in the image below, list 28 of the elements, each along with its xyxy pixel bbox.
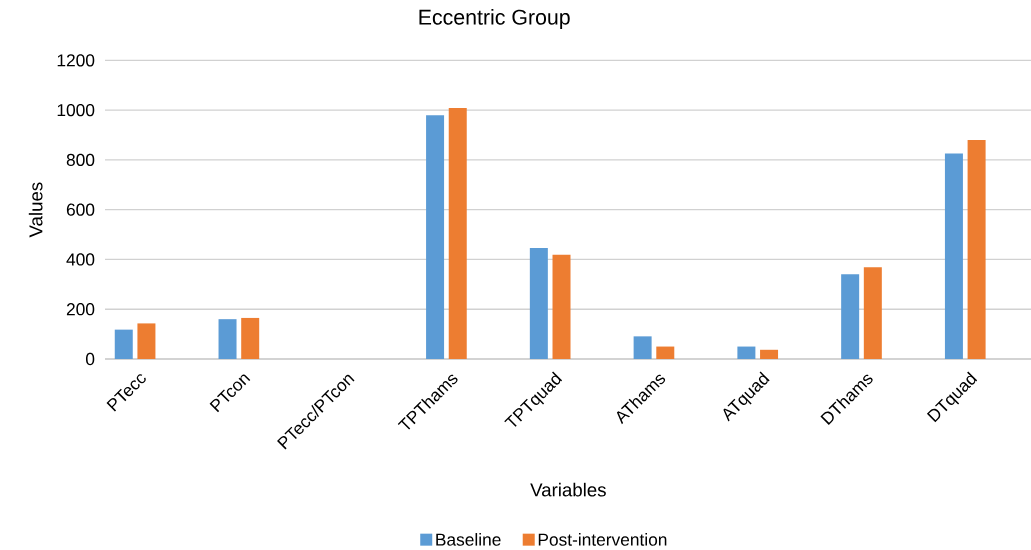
x-axis-title: Variables xyxy=(530,482,606,497)
legend-label: Post-intervention xyxy=(538,533,667,546)
y-tick-label: 0 xyxy=(85,352,95,366)
bar xyxy=(426,115,445,359)
chart-title: Eccentric Group xyxy=(419,9,570,29)
bar xyxy=(114,329,133,359)
y-tick-label: 600 xyxy=(66,203,95,216)
bar xyxy=(218,319,237,359)
bar xyxy=(633,336,652,359)
y-tick-label: 400 xyxy=(66,253,95,266)
y-tick-label: 200 xyxy=(66,303,95,316)
bar xyxy=(863,267,882,359)
bar xyxy=(841,274,860,359)
bar xyxy=(760,349,779,359)
bar xyxy=(241,317,260,359)
bar xyxy=(448,108,467,359)
bar xyxy=(967,139,986,359)
bar xyxy=(944,153,963,359)
bar xyxy=(656,346,675,359)
y-tick-label: 800 xyxy=(66,153,95,167)
y-tick-label: 1200 xyxy=(57,54,95,67)
bar xyxy=(137,323,156,359)
legend-label: Baseline xyxy=(436,533,501,546)
bar xyxy=(737,346,756,359)
y-axis-title: Values xyxy=(28,182,43,238)
y-tick-label: 1000 xyxy=(57,103,95,117)
bar xyxy=(529,247,548,359)
bar xyxy=(552,254,571,359)
